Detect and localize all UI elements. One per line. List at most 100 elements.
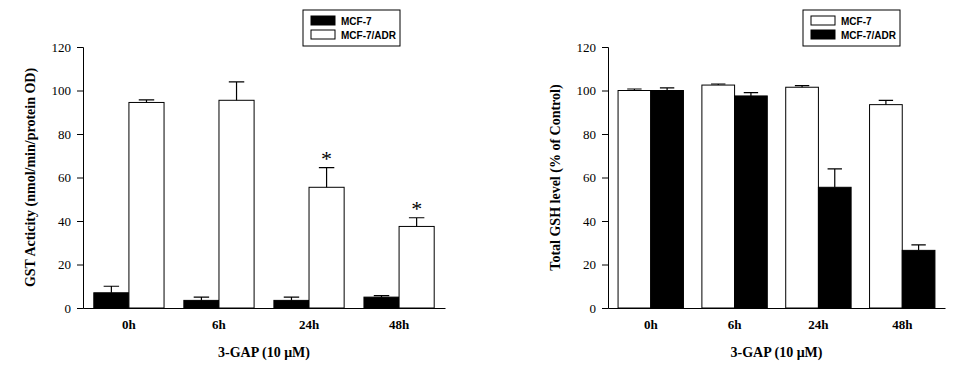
legend: MCF-7 MCF-7/ADR xyxy=(303,10,400,46)
y-axis-title: Total GSH level (% of Control) xyxy=(548,84,564,271)
x-axis-title: 3-GAP (10 μM) xyxy=(218,345,310,361)
bar xyxy=(219,100,254,308)
legend-label: MCF-7 xyxy=(841,16,872,27)
plot-area xyxy=(94,82,434,308)
y-axis-title: GST Acticity (nmol/min/protein OD) xyxy=(23,68,39,288)
chart: 0204060801001200h6h24h48h3-GAP (10 μM)To… xyxy=(548,10,946,361)
error-bar xyxy=(284,297,299,300)
legend-swatch xyxy=(311,30,335,39)
tick: 100 xyxy=(52,83,84,98)
bar xyxy=(364,297,399,308)
tick: 120 xyxy=(577,40,609,55)
error-bar xyxy=(104,286,119,293)
tick: 0 xyxy=(590,301,609,316)
tick-mark xyxy=(77,134,83,135)
tick-label: 6h xyxy=(212,317,227,332)
tick-mark xyxy=(602,91,608,92)
legend-box xyxy=(303,10,400,46)
tick-mark xyxy=(77,91,83,92)
legend-label: MCF-7 xyxy=(341,16,372,27)
tick-label: 0 xyxy=(590,301,597,316)
tick-label: 40 xyxy=(58,214,71,229)
axis-line xyxy=(84,308,446,309)
tick: 0 xyxy=(65,301,84,316)
tick: 80 xyxy=(58,127,83,142)
tick: 48h xyxy=(892,317,913,332)
tick-mark xyxy=(602,134,608,135)
tick-label: 80 xyxy=(583,127,596,142)
bar xyxy=(651,91,684,309)
tick-label: 60 xyxy=(583,170,596,185)
figure: 0 20 40 60 80 100 120 0h 6h 24h 48h 3-GAP (10 μM) GS… xyxy=(0,0,953,380)
error-bar xyxy=(627,89,641,91)
y-axis: 0 20 40 60 80 100 120 xyxy=(52,40,84,316)
x-axis: 0h 6h 24h 48h xyxy=(84,309,446,333)
legend-swatch xyxy=(811,16,835,25)
tick-label: 40 xyxy=(583,214,596,229)
tick: 60 xyxy=(58,170,83,185)
bar xyxy=(786,87,819,308)
tick-label: 80 xyxy=(58,127,71,142)
bar xyxy=(274,300,309,308)
bar xyxy=(702,85,735,308)
tick: 40 xyxy=(583,214,608,229)
tick-mark xyxy=(602,221,608,222)
tick-label: 24h xyxy=(299,317,320,332)
tick-label: 100 xyxy=(577,83,597,98)
error-bar xyxy=(374,296,389,298)
tick: 20 xyxy=(58,257,83,272)
tick-label: 0 xyxy=(65,301,72,316)
tick-mark xyxy=(602,308,608,309)
tick: 0h xyxy=(122,317,137,332)
tick: 80 xyxy=(583,127,608,142)
tick: 0h xyxy=(644,317,659,332)
error-bar xyxy=(660,88,674,91)
tick-label: 120 xyxy=(577,40,597,55)
error-bar xyxy=(879,100,893,104)
tick: 100 xyxy=(577,83,609,98)
tick: 48h xyxy=(389,317,410,332)
axis-line xyxy=(609,308,946,309)
error-bar xyxy=(744,93,758,96)
bar xyxy=(129,102,164,308)
legend: MCF-7 MCF-7/ADR xyxy=(803,10,900,46)
error-bar xyxy=(711,84,725,85)
tick-label: 20 xyxy=(583,257,596,272)
legend-box xyxy=(803,10,900,46)
x-axis-title: 3-GAP (10 μM) xyxy=(731,345,823,361)
plot-area xyxy=(618,84,935,308)
tick-mark xyxy=(602,265,608,266)
bar xyxy=(184,300,219,308)
axis-line xyxy=(602,48,609,309)
tick-mark xyxy=(77,308,83,309)
tick-mark xyxy=(77,47,83,48)
tick: 120 xyxy=(52,40,84,55)
bar xyxy=(735,96,768,308)
tick-mark xyxy=(602,178,608,179)
legend-label: MCF-7/ADR xyxy=(841,30,897,41)
bar xyxy=(399,226,434,308)
error-bar xyxy=(795,86,809,88)
tick-label: 120 xyxy=(52,40,72,55)
error-bar xyxy=(139,100,154,103)
bar xyxy=(818,187,851,308)
tick: 60 xyxy=(583,170,608,185)
tick-label: 100 xyxy=(52,83,72,98)
tick-mark xyxy=(602,47,608,48)
y-axis: 0 20 40 60 80 100 120 xyxy=(577,40,609,316)
tick: 24h xyxy=(808,317,829,332)
tick-label: 0h xyxy=(122,317,137,332)
bar xyxy=(870,105,903,308)
bar xyxy=(94,293,129,308)
legend-label: MCF-7/ADR xyxy=(341,30,397,41)
tick-mark xyxy=(77,265,83,266)
annotation: * xyxy=(411,196,422,221)
tick: 24h xyxy=(299,317,320,332)
error-bar xyxy=(911,245,925,250)
annotation: * xyxy=(321,146,332,171)
bar xyxy=(309,187,344,308)
tick-mark xyxy=(77,221,83,222)
chart: 0 20 40 60 80 100 120 0h 6h 24h 48h 3-GAP (10 μM) GS… xyxy=(23,10,446,361)
error-bar xyxy=(828,169,842,187)
error-bar xyxy=(229,82,244,100)
